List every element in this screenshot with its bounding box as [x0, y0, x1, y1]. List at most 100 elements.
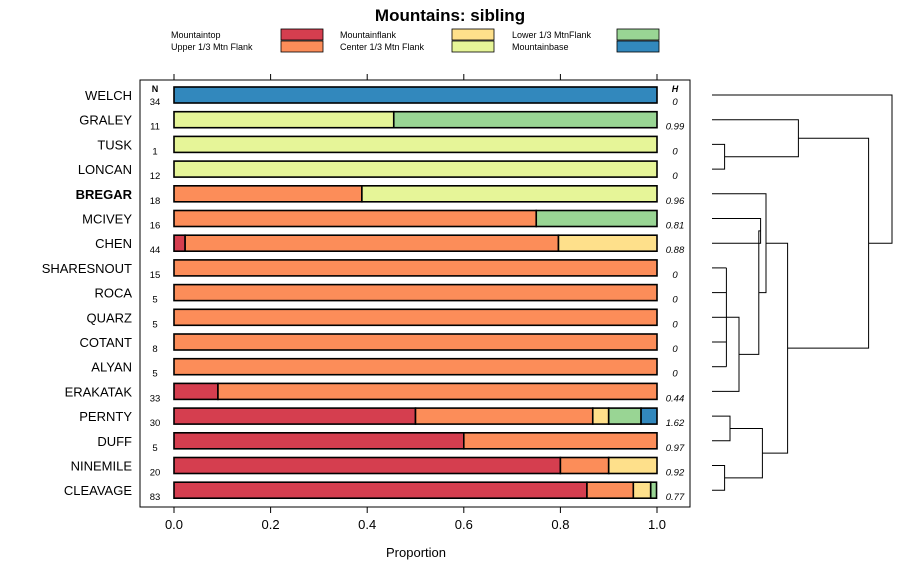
dendro-mcivey-chen — [712, 218, 762, 244]
h-value: 0 — [672, 171, 678, 182]
n-column-header: N — [152, 84, 159, 94]
bar-row: ROCA 5 0 — [94, 283, 678, 306]
row-label: CHEN — [95, 236, 132, 251]
row-label: COTANT — [80, 335, 133, 350]
h-value: 0 — [672, 319, 678, 330]
top-axis — [173, 74, 658, 80]
legend: Mountaintop Mountainflank Lower 1/3 MtnFla… — [171, 28, 660, 53]
h-value: 0.92 — [666, 468, 685, 479]
bar-segment — [173, 234, 186, 252]
x-axis: 0.0 0.2 0.4 0.6 0.8 1.0 — [165, 507, 666, 532]
bar-row: COTANT 8 0 — [80, 333, 678, 355]
bar-row: BREGAR 18 0.96 — [76, 185, 685, 207]
bar-segment — [649, 481, 658, 500]
bar-segment — [591, 407, 610, 425]
plot-panel — [139, 79, 691, 508]
dendro-mid-group — [739, 230, 761, 355]
bar-segment — [607, 456, 658, 475]
n-value: 30 — [150, 418, 161, 429]
bar-segment — [173, 209, 538, 228]
legend-swatch — [280, 40, 324, 53]
row-label: BREGAR — [76, 187, 133, 202]
x-tick-label: 1.0 — [648, 517, 666, 532]
bar-segment — [173, 333, 658, 351]
legend-label: Mountainflank — [340, 30, 397, 40]
bar-segment — [173, 382, 219, 401]
bar-segment — [173, 135, 658, 154]
row-label: SHARESNOUT — [42, 261, 132, 276]
bar-segment — [173, 185, 363, 203]
bar-segment — [462, 431, 658, 450]
row-label: ROCA — [94, 286, 132, 301]
bar-segment — [173, 86, 658, 104]
bar-segment — [392, 110, 658, 129]
bar-segment — [557, 234, 658, 252]
dendro-root — [712, 94, 893, 244]
bar-row: LONCAN 12 0 — [78, 160, 678, 182]
row-label: PERNTY — [79, 409, 132, 424]
legend-label: Mountaintop — [171, 30, 221, 40]
bar-row: DUFF 5 0.97 — [97, 431, 685, 454]
chart-title: Mountains: sibling — [375, 6, 525, 25]
row-label: MCIVEY — [82, 212, 132, 227]
n-value: 15 — [150, 270, 161, 281]
row-label: TUSK — [97, 137, 132, 152]
dendro-pernty-duff — [712, 415, 731, 442]
bar-row: PERNTY 30 1.62 — [79, 407, 685, 429]
bar-segment — [535, 209, 658, 228]
bar-row: WELCH 34 0 — [85, 86, 678, 108]
n-value: 1 — [152, 146, 157, 157]
n-value: 11 — [150, 122, 160, 133]
n-value: 33 — [150, 393, 161, 404]
bar-segment — [414, 407, 594, 425]
h-value: 0 — [672, 344, 678, 355]
row-label: NINEMILE — [71, 459, 133, 474]
bar-segment — [559, 456, 610, 475]
n-value: 34 — [150, 97, 161, 108]
bar-segment — [173, 110, 395, 129]
h-value: 0 — [672, 295, 678, 306]
n-value: 18 — [150, 196, 161, 207]
bar-segment — [586, 481, 635, 500]
dendro-ninemile-cleavage — [712, 465, 726, 491]
bar-row: MCIVEY 16 0.81 — [82, 209, 685, 232]
bar-segment — [173, 283, 658, 302]
bar-row: ERAKATAK 33 0.44 — [65, 382, 684, 404]
n-value: 83 — [150, 492, 161, 503]
bar-segment — [607, 407, 642, 425]
bar-row: NINEMILE 20 0.92 — [71, 456, 685, 479]
n-value: 12 — [150, 171, 161, 182]
legend-label: Mountainbase — [512, 42, 569, 52]
bar-segment — [173, 259, 658, 277]
x-tick-label: 0.8 — [551, 517, 569, 532]
h-value: 0.88 — [666, 245, 685, 256]
bar-segment — [173, 456, 562, 475]
x-tick-label: 0.4 — [358, 517, 376, 532]
bar-row: QUARZ 5 0 — [87, 308, 678, 330]
h-value: 0.96 — [666, 196, 685, 207]
row-label: LONCAN — [78, 162, 132, 177]
h-value: 0.81 — [666, 221, 685, 232]
dendro-tusk-loncan — [712, 143, 726, 170]
bar-segment — [173, 308, 658, 327]
bar-segment — [640, 407, 658, 425]
x-tick-label: 0.0 — [165, 517, 183, 532]
row-label: GRALEY — [79, 113, 132, 128]
legend-label: Center 1/3 Mtn Flank — [340, 42, 425, 52]
h-value: 0.99 — [666, 122, 685, 133]
h-value: 0 — [672, 369, 678, 380]
n-value: 5 — [152, 295, 157, 306]
bar-segment — [173, 481, 588, 500]
row-label: WELCH — [85, 88, 132, 103]
dendrogram — [712, 94, 893, 491]
row-label: QUARZ — [87, 310, 133, 325]
legend-label: Lower 1/3 MtnFlank — [512, 30, 592, 40]
legend-swatch — [616, 40, 660, 53]
bar-rows: WELCH 34 0 GRALEY 11 0.99 TUSK 1 0 LONCAN 12 0 BREGA… — [42, 86, 685, 503]
dendro-erakatak — [712, 316, 740, 392]
x-tick-label: 0.6 — [455, 517, 473, 532]
n-value: 5 — [152, 369, 157, 380]
bar-segment — [632, 481, 652, 500]
bar-segment — [361, 185, 658, 203]
